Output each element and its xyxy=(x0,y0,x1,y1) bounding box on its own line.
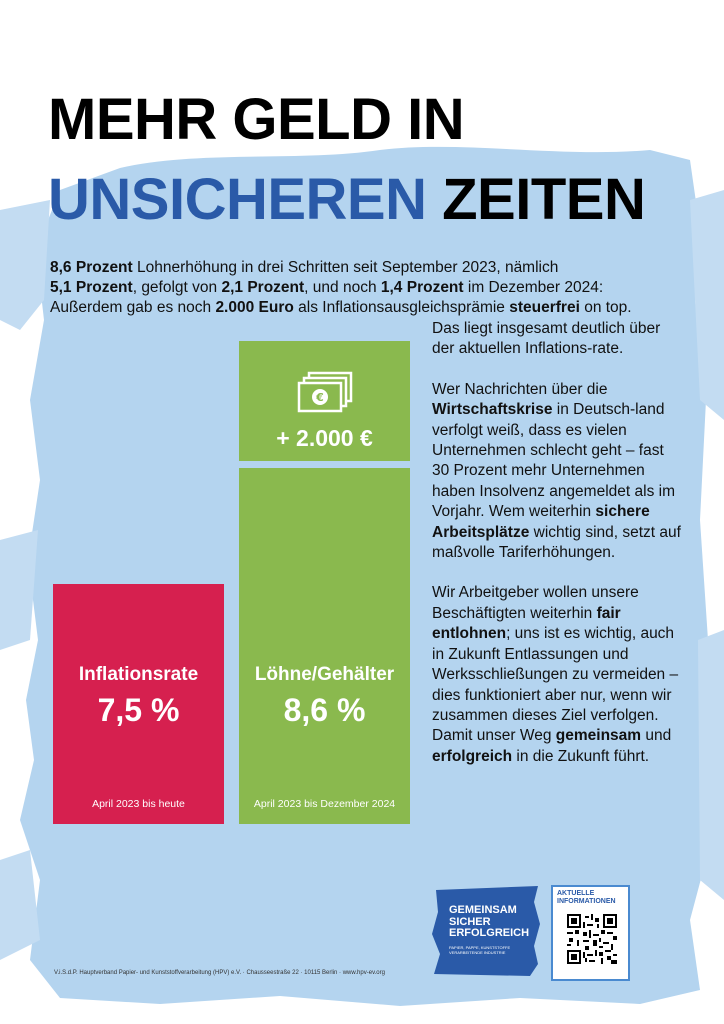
intro-bold-bonus: 2.000 Euro xyxy=(215,299,294,316)
body-bold: gemeinsam xyxy=(555,727,642,745)
logo-line1: GEMEINSAM xyxy=(449,904,517,916)
body-text: Wir Arbeitgeber wollen unsere Beschäftig… xyxy=(432,584,639,622)
body-text: ; uns ist es wichtig, auch in Zukunft En… xyxy=(432,625,679,745)
intro-text: , und noch xyxy=(304,279,381,296)
headline-line2: UNSICHEREN ZEITEN xyxy=(48,166,646,233)
intro-text: , gefolgt von xyxy=(132,279,222,296)
wages-bar: Löhne/Gehälter 8,6 % April 2023 bis Deze… xyxy=(239,468,410,824)
body-paragraph-1: Das liegt insgesamt deutlich über der ak… xyxy=(432,320,661,358)
body-paragraph-2: Wer Nachrichten über die Wirtschaftskris… xyxy=(432,380,684,564)
body-bold: fair entlohnen xyxy=(432,604,621,643)
inflation-bar: Inflationsrate 7,5 % April 2023 bis heut… xyxy=(53,584,224,824)
wages-label: Löhne/Gehälter xyxy=(254,664,395,685)
body-text: wichtig sind, setzt auf maßvolle Tarifer… xyxy=(432,523,681,562)
body-text: in Deutsch-land verfolgt weiß, dass es v… xyxy=(432,401,675,521)
inflation-value: 7,5 % xyxy=(97,692,180,728)
logo-line3: ERFOLGREICH xyxy=(449,927,530,939)
logo-tagline: PAPIER, PAPPE, KUNSTSTOFFE VERARBEITENDE… xyxy=(449,945,511,955)
body-bold: sichere Arbeitsplätze xyxy=(432,503,650,541)
logo-text: GEMEINSAM SICHER ERFOLGREICH xyxy=(449,904,530,940)
qr-title: AKTUELLE INFORMATIONEN xyxy=(557,890,616,906)
intro-bold-taxfree: steuerfrei xyxy=(509,299,580,316)
imprint-footer: V.i.S.d.P. Hauptverband Papier- und Kuns… xyxy=(54,970,385,976)
headline-black-word: ZEITEN xyxy=(442,167,646,232)
intro-text: als Inflationsausgleichsprämie xyxy=(293,299,510,316)
intro-text: Lohnerhöhung in drei Schritten seit Sept… xyxy=(132,259,559,276)
body-bold: erfolgreich xyxy=(432,747,513,765)
logo-line2: SICHER xyxy=(449,915,491,928)
inflation-label: Inflationsrate xyxy=(78,664,199,685)
svg-text:€: € xyxy=(315,391,324,404)
qr-title-line1: AKTUELLE xyxy=(557,890,595,897)
inflation-period: April 2023 bis heute xyxy=(92,798,185,810)
body-text-column: Das liegt insgesamt deutlich über der ak… xyxy=(432,319,684,787)
bonus-box: € + 2.000 € xyxy=(239,341,410,461)
intro-bold-step3: 1,4 Prozent xyxy=(380,279,464,296)
body-bold: Wirtschaftskrise xyxy=(432,401,553,419)
campaign-logo xyxy=(432,886,540,976)
wages-period: April 2023 bis Dezember 2024 xyxy=(253,798,396,810)
intro-bold-step1: 5,1 Prozent xyxy=(50,279,133,296)
body-text: und xyxy=(641,727,672,745)
intro-bold-total: 8,6 Prozent xyxy=(50,259,133,276)
bonus-amount: + 2.000 € xyxy=(276,425,373,451)
intro-bold-step2: 2,1 Prozent xyxy=(221,279,305,296)
qr-code-icon[interactable] xyxy=(567,914,617,964)
intro-text: on top. xyxy=(579,299,632,316)
qr-card[interactable]: AKTUELLE INFORMATIONEN xyxy=(551,885,630,981)
qr-title-line2: INFORMATIONEN xyxy=(557,898,616,905)
body-text: in die Zukunft führt. xyxy=(512,747,650,765)
body-text: Wer Nachrichten über die xyxy=(432,380,608,398)
headline-blue-word: UNSICHEREN xyxy=(48,167,427,232)
banknotes-euro-icon: € xyxy=(297,371,353,413)
intro-text: Außerdem gab es noch xyxy=(50,299,216,316)
wages-value: 8,6 % xyxy=(283,692,366,728)
headline-line1: MEHR GELD IN xyxy=(48,87,465,152)
intro-text: im Dezember 2024: xyxy=(463,279,604,296)
intro-paragraph: 8,6 Prozent Lohnerhöhung in drei Schritt… xyxy=(50,258,680,318)
body-paragraph-3: Wir Arbeitgeber wollen unsere Beschäftig… xyxy=(432,583,684,767)
